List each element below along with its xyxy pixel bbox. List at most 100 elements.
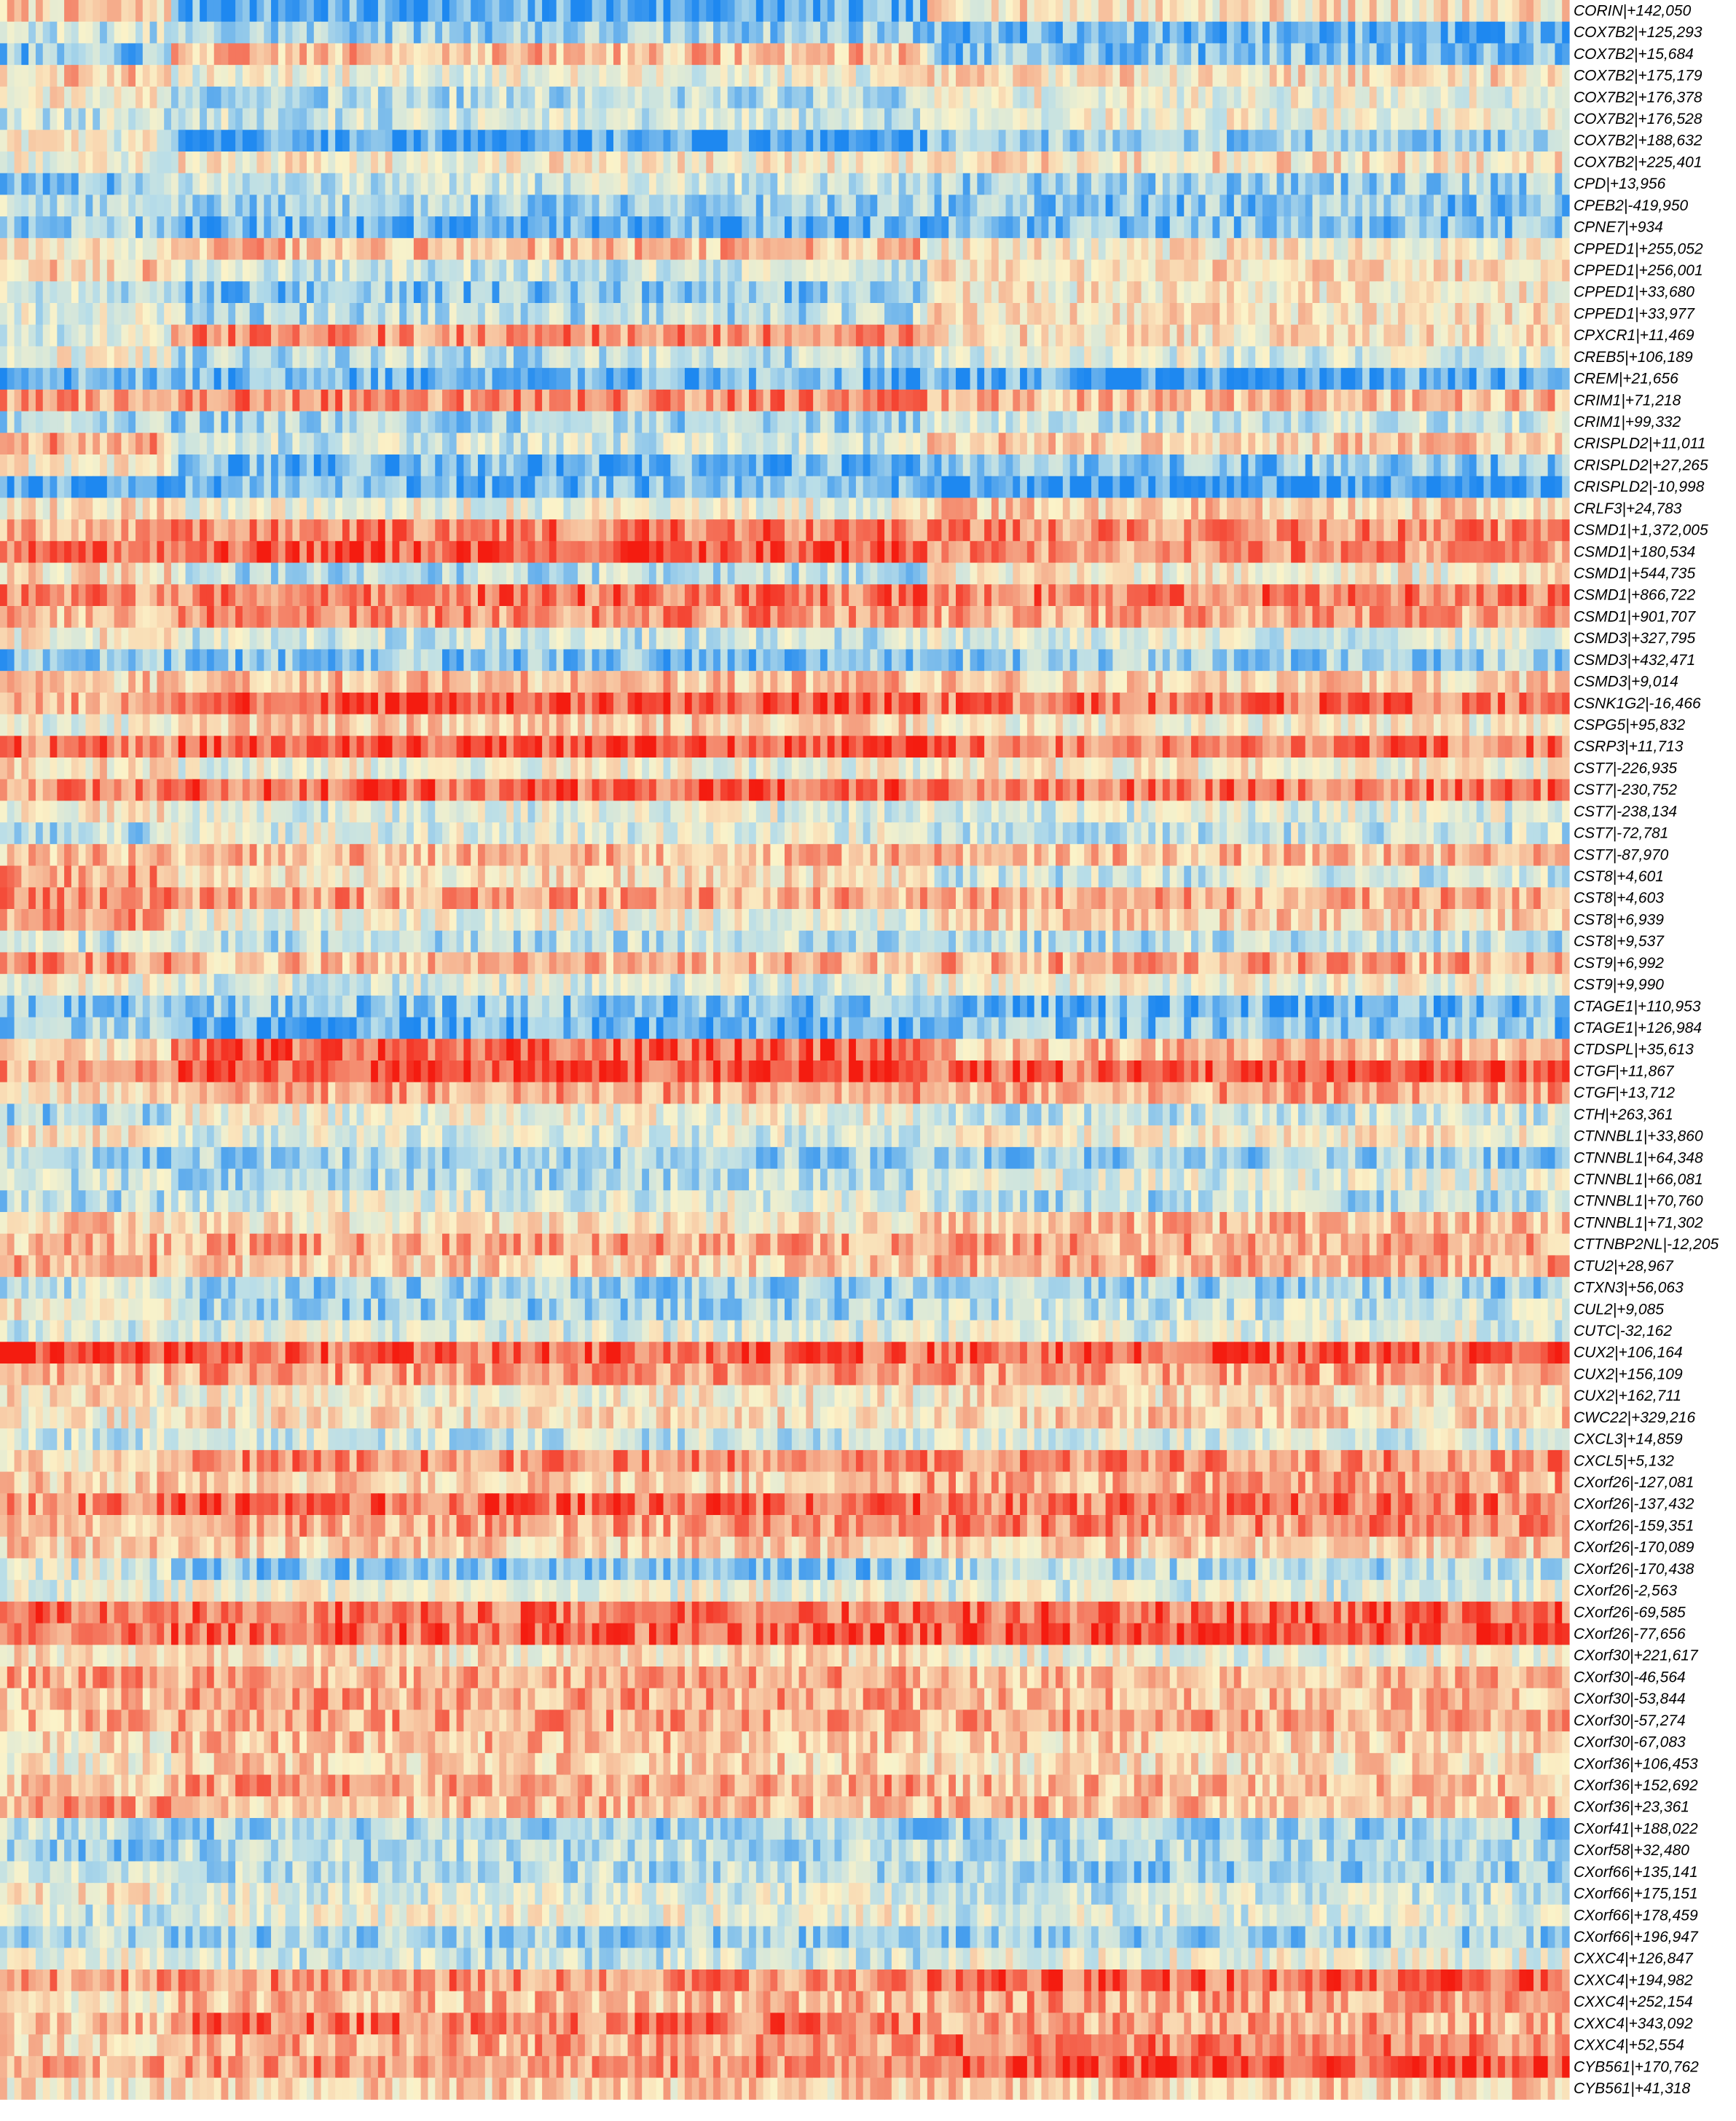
heatmap-cell [228,194,235,216]
heatmap-cell [656,43,664,65]
heatmap-cell [1305,0,1313,22]
heatmap-cell [378,152,385,173]
heatmap-cell [1383,152,1391,173]
heatmap-cell [328,0,335,22]
heatmap-cell [1034,152,1042,173]
heatmap-cell [143,130,150,152]
heatmap-cell [1284,173,1291,195]
heatmap-cell [528,173,535,195]
heatmap-cell [121,173,128,195]
heatmap-cell [913,109,920,130]
heatmap-cell [1305,130,1313,152]
heatmap-cell [71,152,79,173]
heatmap-cell [1077,152,1084,173]
heatmap-cell [599,0,606,22]
heatmap-cell [1455,87,1462,109]
heatmap-cell [1034,109,1042,130]
heatmap-cell [214,65,221,87]
heatmap-cell [36,87,43,109]
heatmap-cell [385,0,393,22]
heatmap-cell [93,65,100,87]
heatmap-cell [606,173,613,195]
heatmap-cell [449,22,457,44]
heatmap-cell [749,65,756,87]
heatmap-cell [321,130,329,152]
heatmap-cell [1227,0,1234,22]
heatmap-cell [1013,152,1020,173]
heatmap-cell [1419,43,1426,65]
heatmap-cell [93,43,100,65]
heatmap-cell [357,194,364,216]
heatmap-cell [1477,22,1484,44]
heatmap-cell [1383,65,1391,87]
heatmap-cell [692,43,699,65]
heatmap-cell [1134,152,1142,173]
heatmap-cell [1048,65,1056,87]
heatmap-cell [264,65,271,87]
heatmap-cell [749,130,756,152]
heatmap-cell [1548,22,1555,44]
heatmap-cell [1519,130,1526,152]
heatmap-cell [734,173,742,195]
heatmap-cell [1006,0,1013,22]
heatmap-cell [1027,173,1034,195]
heatmap-cell [770,152,777,173]
heatmap-cell [613,109,621,130]
heatmap-cell [963,43,970,65]
heatmap-cell [292,194,299,216]
heatmap-cell [121,194,128,216]
heatmap-row [0,173,1570,195]
heatmap-cell [243,43,250,65]
heatmap-cell [492,130,500,152]
heatmap-cell [1212,43,1219,65]
heatmap-cell [250,65,257,87]
heatmap-cell [906,87,913,109]
heatmap-cell [385,152,393,173]
heatmap-cell [1526,43,1533,65]
heatmap-cell [235,130,243,152]
heatmap-cell [135,87,143,109]
heatmap-cell [442,22,449,44]
heatmap-cell [157,22,164,44]
heatmap-cell [742,87,749,109]
heatmap-cell [585,109,592,130]
heatmap-cell [1434,87,1441,109]
heatmap-cell [870,0,877,22]
heatmap-cell [1170,87,1177,109]
heatmap-cell [143,152,150,173]
heatmap-cell [1027,43,1034,65]
heatmap-cell [299,152,307,173]
heatmap-cell [1155,65,1163,87]
heatmap-cell [792,22,799,44]
heatmap-cell [64,130,71,152]
heatmap-cell [863,152,871,173]
heatmap-cell [806,43,813,65]
heatmap-cell [1498,0,1505,22]
heatmap-cell [1319,87,1327,109]
heatmap-cell [1298,130,1305,152]
heatmap-cell [0,109,7,130]
heatmap-cell [792,65,799,87]
heatmap-cell [449,109,457,130]
heatmap-cell [514,43,521,65]
heatmap-cell [7,65,15,87]
heatmap-cell [1234,22,1241,44]
heatmap-cell [0,22,7,44]
heatmap-cell [1426,0,1434,22]
heatmap-cell [1562,87,1569,109]
heatmap-cell [999,173,1006,195]
heatmap-cell [36,109,43,130]
heatmap-cell [435,130,442,152]
heatmap-cell [64,43,71,65]
heatmap-cell [235,194,243,216]
heatmap-cell [728,87,735,109]
heatmap-cell [628,152,635,173]
heatmap-cell [71,22,79,44]
heatmap-cell [1155,0,1163,22]
heatmap-cell [1334,109,1341,130]
heatmap-cell [1112,0,1120,22]
heatmap-cell [785,43,792,65]
heatmap-cell [1484,43,1491,65]
heatmap-cell [642,152,649,173]
heatmap-cell [1206,43,1213,65]
